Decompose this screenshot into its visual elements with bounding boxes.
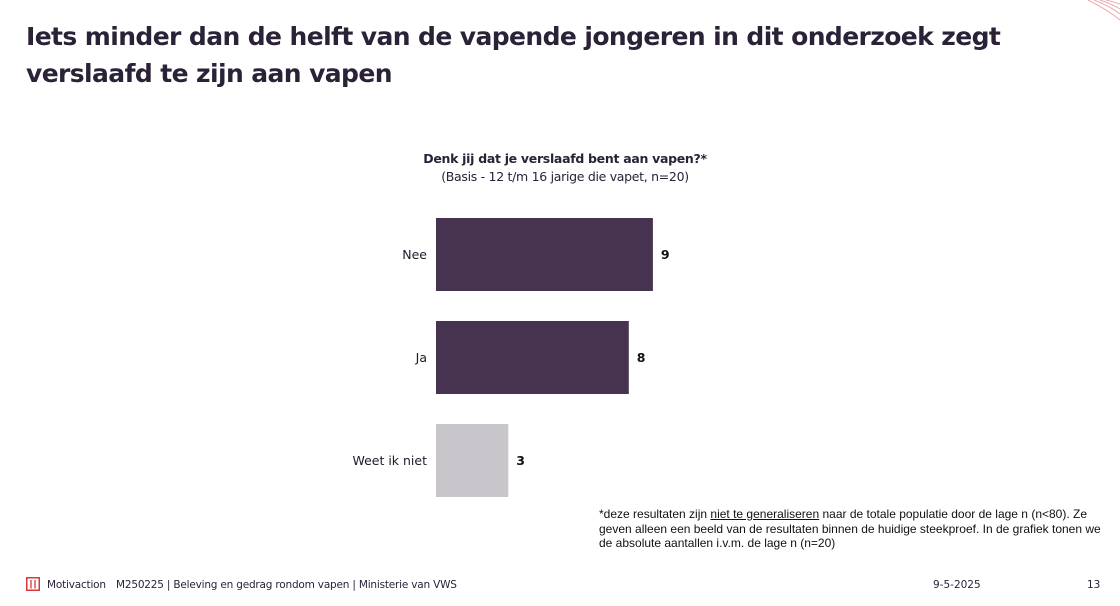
page-number: 13 xyxy=(1087,579,1101,591)
footer-project: M250225 | Beleving en gedrag rondom vape… xyxy=(116,579,457,591)
footer: Motivaction M250225 | Beleving en gedrag… xyxy=(0,575,1120,597)
slide-title: Iets minder dan de helft van de vapende … xyxy=(26,22,1001,88)
footnote-underlined: niet te generaliseren xyxy=(710,507,820,521)
bar-ja xyxy=(436,321,629,394)
chart-title: Denk jij dat je verslaafd bent aan vapen… xyxy=(423,151,707,166)
footer-brand: Motivaction xyxy=(47,579,106,591)
footer-date: 9-5-2025 xyxy=(933,579,981,591)
category-label-ja: Ja xyxy=(415,350,427,365)
motivaction-logo-icon xyxy=(26,577,40,591)
value-label-weet-ik-niet: 3 xyxy=(516,453,525,468)
value-label-nee: 9 xyxy=(661,247,670,262)
category-label-weet-ik-niet: Weet ik niet xyxy=(352,453,427,468)
footnote-text-start: *deze resultaten zijn xyxy=(599,507,711,521)
category-label-nee: Nee xyxy=(402,247,427,262)
corner-decoration xyxy=(1087,0,1120,21)
chart-subtitle: (Basis - 12 t/m 16 jarige die vapet, n=2… xyxy=(441,169,689,184)
bar-nee xyxy=(436,218,653,291)
footnote: *deze resultaten zijn niet te generalise… xyxy=(599,507,1109,551)
value-label-ja: 8 xyxy=(637,350,646,365)
footnote-text-end: naar de totale populatie door de lage n … xyxy=(599,507,1101,550)
bar-weet-ik-niet xyxy=(436,424,509,497)
